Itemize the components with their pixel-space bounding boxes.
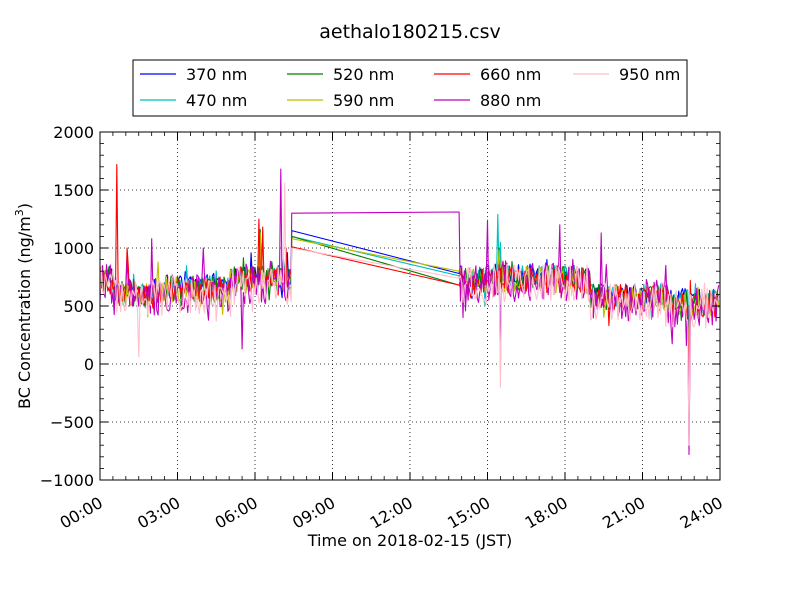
legend-label: 880 nm bbox=[480, 91, 541, 110]
x-axis-label: Time on 2018-02-15 (JST) bbox=[307, 531, 512, 550]
series-layer bbox=[100, 163, 720, 456]
legend-label: 590 nm bbox=[333, 91, 394, 110]
legend-label: 520 nm bbox=[333, 65, 394, 84]
y-axis-label-superscript: 3 bbox=[13, 209, 26, 216]
legend-label: 470 nm bbox=[186, 91, 247, 110]
y-tick-label: 2000 bbox=[53, 123, 94, 142]
y-tick-label: 500 bbox=[63, 297, 94, 316]
y-axis-label-suffix: ) bbox=[15, 203, 34, 209]
legend-box bbox=[132, 59, 688, 117]
y-tick-label: 1000 bbox=[53, 239, 94, 258]
y-axis-label-prefix: BC Concentration (ng/m bbox=[15, 216, 34, 409]
chart-title: aethalo180215.csv bbox=[319, 21, 501, 43]
y-tick-label: −500 bbox=[50, 413, 94, 432]
legend: 370 nm 470 nm 520 nm 590 nm 660 nm 880 nm 950 … bbox=[132, 59, 688, 117]
y-tick-label: 1500 bbox=[53, 181, 94, 200]
y-axis-label: BC Concentration (ng/m3) bbox=[13, 203, 34, 409]
y-tick-label: −1000 bbox=[40, 471, 94, 490]
axis-ticks bbox=[99, 131, 721, 481]
legend-label: 370 nm bbox=[186, 65, 247, 84]
legend-label: 660 nm bbox=[480, 65, 541, 84]
series-line-950-nm bbox=[100, 182, 720, 446]
legend-label: 950 nm bbox=[619, 65, 680, 84]
y-tick-label: 0 bbox=[84, 355, 94, 374]
